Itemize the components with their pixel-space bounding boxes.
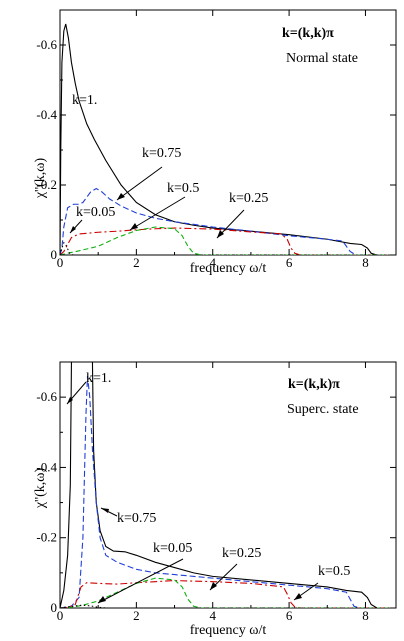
annotation-arrowhead-k075	[101, 508, 109, 513]
x-tick-label: 6	[286, 255, 293, 270]
x-tick-label: 8	[362, 255, 369, 270]
y-tick-label: 0	[51, 600, 58, 615]
annotation-arrowhead-k025	[217, 230, 224, 238]
series-line-k-0-25	[60, 577, 396, 608]
series-layer	[60, 23, 396, 255]
annotation-k1: k=1.	[72, 93, 97, 108]
annotation-arrow-k075	[116, 166, 163, 201]
annotation-k005: k=0.05	[76, 205, 115, 220]
y-tick-label: -0.2	[36, 530, 57, 545]
x-tick-label: 6	[286, 608, 293, 623]
series-line-k-0-25	[60, 226, 396, 255]
series-line-k-0-5	[60, 580, 396, 608]
series-layer	[60, 362, 396, 608]
x-tick-label: 2	[133, 608, 140, 623]
x-axis-label: frequency ω/t	[190, 261, 267, 276]
chart-superconducting-state: 0 2 4 6 8 0 -0.2 -0.4 -0.6 k=(k,k)π Superc. stat…	[33, 361, 397, 638]
annotation-arrow-k05	[129, 196, 186, 231]
annotation-k1: k=1.	[86, 371, 111, 386]
x-tick-label: 0	[57, 608, 64, 623]
ticks-layer: 0 2 4 6 8 0 -0.2 -0.4 -0.6	[36, 10, 396, 270]
chart-title-line1: k=(k,k)π	[288, 377, 340, 392]
annotation-arrowhead-k075	[117, 193, 125, 200]
annotation-arrowhead-k05	[130, 223, 138, 230]
series-line-k-0-05	[60, 604, 396, 608]
annotation-arrowhead-k1	[67, 397, 73, 404]
y-axis-label: χ''(k,ω)	[33, 468, 48, 510]
annotation-arrowhead-k05	[294, 593, 302, 600]
annotation-k025: k=0.25	[229, 191, 268, 206]
series-line-k-0-75	[60, 187, 396, 255]
series-line-k-1	[60, 23, 396, 255]
series-line-k-0-75	[60, 376, 396, 608]
annotation-k025: k=0.25	[222, 546, 261, 561]
annotation-arrow-k005	[97, 558, 184, 604]
y-tick-label: -0.6	[36, 389, 57, 404]
y-tick-label: 0	[51, 247, 58, 262]
annotation-arrowhead-k025	[210, 582, 217, 590]
chart-normal-state: 0 2 4 6 8 0 -0.2 -0.4 -0.6 k=(k,k)π Normal state…	[33, 9, 397, 276]
y-tick-label: -0.6	[36, 37, 57, 52]
annotation-arrowhead-k005	[98, 596, 106, 603]
series-line-k-1	[60, 362, 396, 608]
x-tick-label: 2	[133, 255, 140, 270]
y-tick-label: -0.4	[36, 107, 57, 122]
annotation-k05: k=0.5	[318, 564, 350, 579]
annotation-arrowhead-k005	[70, 226, 76, 233]
y-tick-label: -0.2	[36, 177, 57, 192]
x-tick-label: 0	[57, 255, 64, 270]
annotation-k075: k=0.75	[117, 511, 156, 526]
series-line-k-0-5	[60, 227, 396, 255]
x-tick-label: 4	[209, 608, 216, 623]
annotation-k005: k=0.05	[153, 541, 192, 556]
chart-title-line2: Superc. state	[287, 402, 359, 417]
x-tick-label: 4	[209, 255, 216, 270]
annotation-k075: k=0.75	[142, 146, 181, 161]
y-axis-label: χ''(k,ω)	[33, 158, 48, 200]
ticks-layer: 0 2 4 6 8 0 -0.2 -0.4 -0.6	[36, 362, 396, 623]
annotation-k05: k=0.5	[167, 181, 199, 196]
chart-title-line2: Normal state	[286, 51, 358, 66]
chart-title-line1: k=(k,k)π	[282, 26, 334, 41]
x-tick-label: 8	[362, 608, 369, 623]
y-tick-label: -0.4	[36, 459, 57, 474]
x-axis-label: frequency ω/t	[190, 623, 267, 638]
